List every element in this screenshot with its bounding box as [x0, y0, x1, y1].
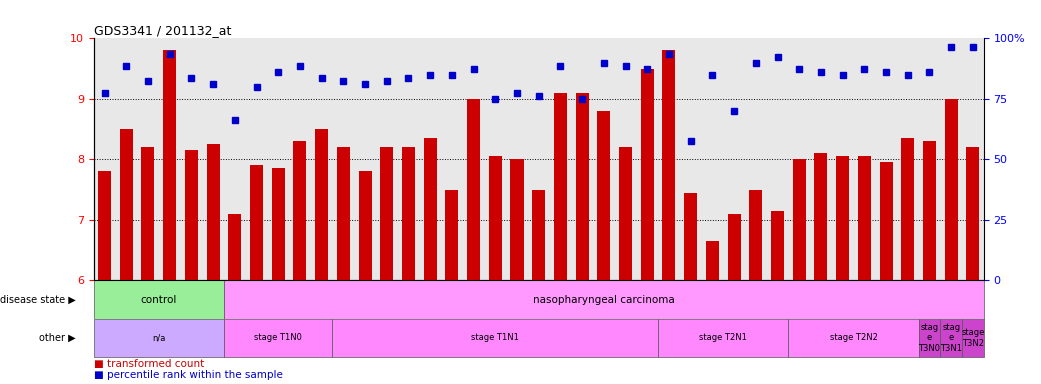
Bar: [706, 241, 719, 280]
Bar: [684, 193, 697, 280]
Text: ■ transformed count: ■ transformed count: [94, 359, 204, 369]
Bar: [94, 319, 224, 357]
Bar: [224, 319, 332, 357]
Bar: [224, 280, 984, 319]
Bar: [294, 141, 306, 280]
Text: ■ percentile rank within the sample: ■ percentile rank within the sample: [94, 370, 282, 380]
Text: disease state ▶: disease state ▶: [0, 295, 76, 305]
Bar: [788, 319, 918, 357]
Bar: [576, 93, 588, 280]
Bar: [120, 129, 133, 280]
Bar: [792, 159, 806, 280]
Bar: [880, 162, 892, 280]
Bar: [662, 50, 676, 280]
Bar: [902, 138, 914, 280]
Bar: [402, 147, 415, 280]
Bar: [358, 172, 372, 280]
Bar: [142, 147, 154, 280]
Text: stag
e
T3N1: stag e T3N1: [940, 323, 962, 353]
Bar: [923, 141, 936, 280]
Bar: [814, 153, 828, 280]
Bar: [272, 169, 285, 280]
Bar: [962, 319, 984, 357]
Bar: [489, 156, 502, 280]
Bar: [332, 319, 658, 357]
Bar: [598, 111, 610, 280]
Bar: [771, 211, 784, 280]
Bar: [836, 156, 849, 280]
Bar: [750, 190, 762, 280]
Bar: [250, 166, 263, 280]
Bar: [658, 319, 788, 357]
Bar: [315, 129, 328, 280]
Bar: [858, 156, 871, 280]
Bar: [966, 147, 980, 280]
Bar: [446, 190, 458, 280]
Bar: [641, 69, 654, 280]
Bar: [337, 147, 350, 280]
Text: n/a: n/a: [152, 333, 166, 343]
Bar: [98, 172, 111, 280]
Bar: [510, 159, 524, 280]
Bar: [532, 190, 545, 280]
Text: stage T2N1: stage T2N1: [700, 333, 747, 343]
Text: stage T1N1: stage T1N1: [472, 333, 519, 343]
Text: stage T2N2: stage T2N2: [830, 333, 878, 343]
Bar: [944, 99, 958, 280]
Bar: [728, 214, 740, 280]
Text: control: control: [141, 295, 177, 305]
Text: stag
e
T3N0: stag e T3N0: [918, 323, 940, 353]
Bar: [619, 147, 632, 280]
Bar: [940, 319, 962, 357]
Text: GDS3341 / 201132_at: GDS3341 / 201132_at: [94, 24, 231, 37]
Text: stage
T3N2: stage T3N2: [961, 328, 985, 348]
Bar: [918, 319, 940, 357]
Bar: [206, 144, 220, 280]
Text: nasopharyngeal carcinoma: nasopharyngeal carcinoma: [533, 295, 675, 305]
Bar: [467, 99, 480, 280]
Bar: [185, 150, 198, 280]
Bar: [424, 138, 436, 280]
Bar: [163, 50, 176, 280]
Bar: [380, 147, 393, 280]
Bar: [554, 93, 567, 280]
Text: other ▶: other ▶: [40, 333, 76, 343]
Bar: [94, 280, 224, 319]
Bar: [228, 214, 242, 280]
Text: stage T1N0: stage T1N0: [254, 333, 302, 343]
